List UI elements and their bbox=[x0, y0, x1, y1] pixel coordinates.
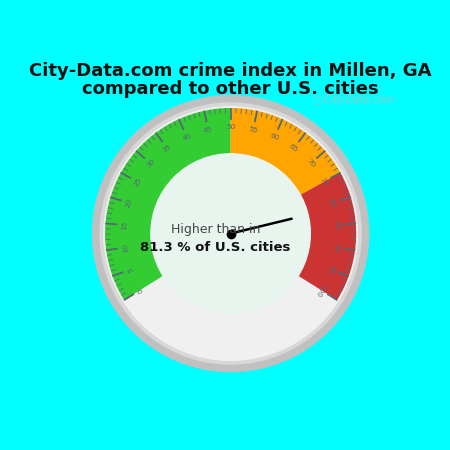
Text: 20: 20 bbox=[125, 198, 133, 208]
Text: 70: 70 bbox=[305, 158, 316, 169]
Text: 80: 80 bbox=[328, 198, 337, 208]
Wedge shape bbox=[230, 108, 341, 195]
Text: 5: 5 bbox=[127, 266, 135, 273]
Text: 0: 0 bbox=[137, 286, 144, 293]
Wedge shape bbox=[105, 108, 230, 300]
Circle shape bbox=[151, 154, 310, 313]
Text: City-Data.com crime index in Millen, GA: City-Data.com crime index in Millen, GA bbox=[29, 62, 432, 80]
Text: 45: 45 bbox=[203, 126, 213, 134]
Text: 65: 65 bbox=[288, 143, 299, 153]
Text: 15: 15 bbox=[122, 220, 128, 230]
Text: 55: 55 bbox=[248, 126, 258, 134]
Text: 85: 85 bbox=[333, 220, 340, 230]
Text: 95: 95 bbox=[326, 264, 335, 275]
Text: Higher than in: Higher than in bbox=[171, 224, 260, 237]
Circle shape bbox=[100, 103, 361, 364]
Text: compared to other U.S. cities: compared to other U.S. cities bbox=[82, 81, 379, 99]
Text: 40: 40 bbox=[181, 132, 192, 142]
Text: 81.3 % of U.S. cities: 81.3 % of U.S. cities bbox=[140, 241, 291, 254]
Text: ⓘ City-Data.com: ⓘ City-Data.com bbox=[315, 95, 394, 105]
Text: 60: 60 bbox=[269, 132, 280, 142]
Circle shape bbox=[104, 107, 357, 360]
Text: 50: 50 bbox=[226, 125, 235, 130]
Text: 35: 35 bbox=[162, 143, 173, 153]
Text: 30: 30 bbox=[145, 158, 156, 169]
Text: 10: 10 bbox=[122, 243, 129, 252]
Text: 75: 75 bbox=[319, 176, 328, 188]
Circle shape bbox=[93, 95, 369, 372]
Text: 90: 90 bbox=[332, 243, 339, 252]
Text: 100: 100 bbox=[315, 282, 327, 297]
Wedge shape bbox=[298, 173, 356, 300]
Text: 25: 25 bbox=[133, 176, 143, 188]
